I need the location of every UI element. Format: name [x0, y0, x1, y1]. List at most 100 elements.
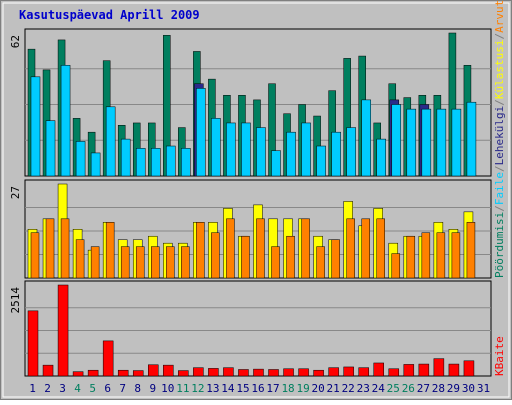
chart-panels: 62 27 2514	[9, 28, 492, 377]
bar-hosts-day-2	[45, 218, 55, 279]
bar-kbytes-day-7	[117, 369, 129, 377]
bar-kbytes-day-1	[27, 310, 39, 377]
bar-files-day-18	[286, 131, 296, 177]
bar-hosts-day-22	[346, 218, 355, 279]
legend-entry-hits-6: Külastusi	[493, 40, 506, 100]
panel-top: 62	[9, 28, 492, 177]
panel-top-max-label: 62	[9, 35, 22, 48]
x-tick-label-day-16: 16	[251, 382, 264, 395]
bar-hosts-day-23	[361, 218, 370, 279]
bar-hosts-day-1	[30, 232, 40, 279]
bar-kbytes-day-30	[463, 360, 475, 377]
x-tick-label-day-12: 12	[191, 382, 204, 395]
x-tick-label-day-13: 13	[206, 382, 219, 395]
bar-files-day-21	[331, 131, 341, 177]
bar-hosts-day-10	[166, 246, 175, 279]
bar-hosts-day-27	[421, 232, 431, 279]
legend-entry-hits-3: /	[493, 165, 506, 172]
bar-kbytes-day-10	[163, 364, 174, 377]
x-tick-label-day-27: 27	[417, 382, 430, 395]
panel-bottom-bg	[24, 280, 492, 377]
bar-hosts-day-28	[436, 232, 446, 279]
bar-kbytes-day-16	[253, 368, 264, 377]
bar-hosts-day-24	[376, 218, 385, 279]
bar-files-day-23	[361, 99, 371, 177]
x-tick-label-day-29: 29	[447, 382, 460, 395]
bar-kbytes-day-12	[193, 367, 204, 377]
bar-kbytes-day-6	[102, 340, 114, 377]
x-tick-label-day-19: 19	[296, 382, 309, 395]
x-tick-label-day-25: 25	[387, 382, 400, 395]
bar-files-day-8	[135, 148, 146, 177]
legend-entry-hits-4: Lehekülgi	[493, 106, 506, 166]
bar-kbytes-day-15	[238, 369, 249, 377]
legend-kbytes: KBaite	[493, 336, 506, 376]
bar-kbytes-day-18	[283, 368, 294, 377]
bar-files-day-16	[256, 127, 266, 177]
x-tick-label-day-6: 6	[104, 382, 111, 395]
x-tick-label-day-23: 23	[357, 382, 370, 395]
x-tick-label-day-17: 17	[266, 382, 279, 395]
legend-entry-hits-8: Arvuteid	[493, 0, 506, 33]
bar-files-day-28	[436, 108, 447, 177]
bar-kbytes-day-29	[448, 363, 460, 377]
bar-kbytes-day-11	[178, 370, 189, 377]
bar-files-day-1	[30, 76, 41, 177]
legend-entry-hits-5: /	[493, 99, 506, 106]
bar-kbytes-day-27	[418, 363, 430, 377]
x-tick-label-day-9: 9	[149, 382, 156, 395]
bar-kbytes-day-21	[328, 367, 339, 377]
bar-kbytes-day-14	[223, 367, 234, 377]
bar-kbytes-day-26	[403, 364, 415, 377]
bar-files-day-22	[346, 127, 356, 177]
bar-hosts-day-8	[135, 246, 145, 279]
bar-files-day-24	[376, 138, 386, 177]
bar-files-day-10	[166, 145, 176, 177]
bar-kbytes-day-28	[433, 358, 445, 377]
x-tick-label-day-10: 10	[161, 382, 174, 395]
bar-kbytes-day-24	[373, 362, 384, 377]
chart-title: Kasutuspäevad Aprill 2009	[19, 8, 200, 22]
bar-kbytes-day-4	[72, 371, 84, 377]
bar-files-day-30	[466, 101, 477, 177]
bar-hosts-day-7	[120, 246, 130, 279]
x-tick-label-day-8: 8	[134, 382, 141, 395]
legend-hits: Pöördumisi/Faile/Lehekülgi/Külastusi/Arv…	[493, 0, 506, 278]
bar-files-day-5	[90, 152, 101, 177]
bar-kbytes-day-20	[313, 369, 324, 377]
bar-hosts-day-19	[301, 218, 310, 279]
bar-hosts-day-5	[90, 246, 100, 279]
bar-kbytes-day-17	[268, 369, 279, 377]
bar-files-day-11	[181, 148, 191, 177]
bar-kbytes-day-9	[148, 364, 159, 377]
bar-hosts-day-15	[241, 235, 250, 279]
bar-hosts-day-12	[196, 222, 205, 279]
bar-hosts-day-20	[316, 246, 325, 279]
bar-kbytes-day-22	[343, 366, 354, 377]
legend-entry-hits-2: Faile	[493, 172, 506, 205]
bar-hosts-day-30	[466, 222, 476, 279]
x-tick-label-day-20: 20	[312, 382, 325, 395]
bar-files-day-20	[316, 145, 326, 177]
x-tick-label-day-30: 30	[462, 382, 475, 395]
bar-hosts-day-25	[391, 253, 401, 279]
x-axis-labels: 1 2 3 4 5 6 7 8 9 10 11 12 13 14 15 16 17 18 19 20 21 22 23 24 2…	[29, 382, 490, 395]
bar-hosts-day-14	[226, 218, 235, 279]
legend-entry-hits-1: /	[493, 205, 506, 212]
x-tick-label-day-5: 5	[89, 382, 96, 395]
panel-bottom: 2514	[9, 280, 492, 377]
x-tick-label-day-22: 22	[342, 382, 355, 395]
bar-files-day-14	[226, 122, 236, 177]
bar-hosts-day-18	[286, 235, 295, 279]
legend-entry-hits-0: Pöördumisi	[493, 212, 506, 278]
bar-files-day-3	[60, 65, 71, 177]
bar-files-day-15	[241, 122, 251, 177]
bar-files-day-27	[421, 108, 432, 177]
x-tick-label-day-24: 24	[372, 382, 386, 395]
legend-entry-kbytes-0: KBaite	[493, 336, 506, 376]
bar-files-day-9	[151, 148, 161, 177]
panel-middle-max-label: 27	[9, 186, 22, 199]
bar-files-day-7	[120, 138, 131, 177]
